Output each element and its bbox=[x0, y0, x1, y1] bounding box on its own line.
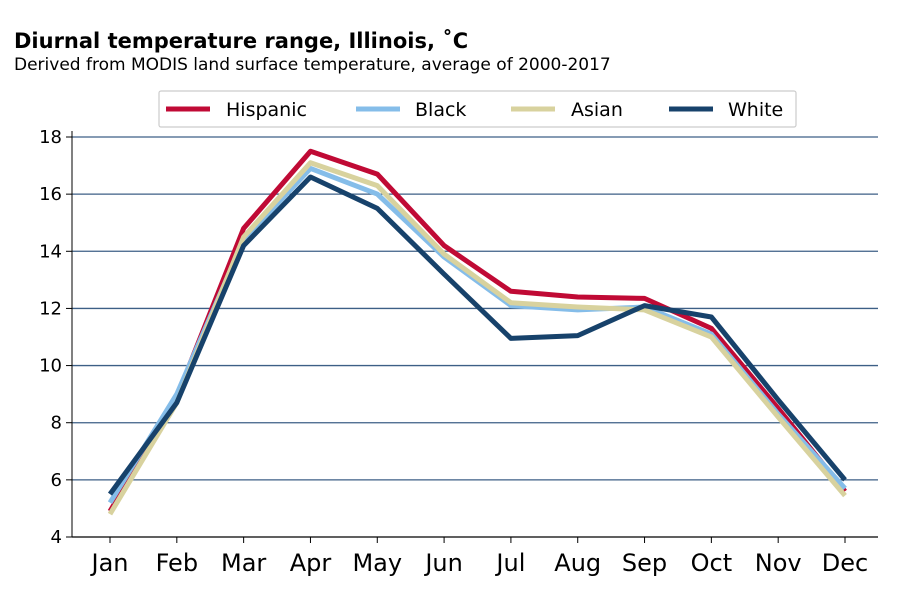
y-tick-label: 12 bbox=[39, 298, 62, 319]
legend-label-hispanic: Hispanic bbox=[226, 99, 307, 121]
x-tick-label: Feb bbox=[156, 549, 199, 577]
y-tick-label: 16 bbox=[39, 184, 62, 205]
x-tick-label: May bbox=[352, 549, 402, 577]
legend-label-black: Black bbox=[415, 99, 466, 121]
x-tick-label: Jan bbox=[90, 549, 129, 577]
chart-title: Diurnal temperature range, Illinois, ˚C bbox=[14, 29, 469, 53]
y-tick-label: 14 bbox=[39, 241, 62, 262]
legend-box bbox=[158, 90, 797, 128]
y-tick-label: 18 bbox=[39, 127, 62, 148]
y-tick-label: 6 bbox=[51, 470, 62, 491]
x-tick-label: Apr bbox=[290, 549, 332, 577]
x-tick-label: Sep bbox=[622, 549, 667, 577]
legend-label-asian: Asian bbox=[571, 99, 623, 121]
series-line-hispanic bbox=[107, 148, 847, 513]
x-tick-label: Jun bbox=[423, 549, 463, 577]
x-tick-label: Nov bbox=[755, 549, 802, 577]
gridlines bbox=[72, 136, 878, 481]
x-tick-label: Dec bbox=[822, 549, 868, 577]
y-tick-label: 4 bbox=[51, 527, 62, 548]
x-tick-label: Jul bbox=[494, 549, 525, 577]
series-line-white bbox=[107, 174, 847, 496]
x-tick-label: Oct bbox=[691, 549, 733, 577]
series-lines bbox=[107, 148, 847, 516]
series-line-black bbox=[107, 165, 847, 505]
y-tick-label: 10 bbox=[39, 356, 62, 377]
y-tick-label: 8 bbox=[51, 413, 62, 434]
x-tick-label: Aug bbox=[554, 549, 601, 577]
x-tick-label: Mar bbox=[221, 549, 266, 577]
chart-subtitle: Derived from MODIS land surface temperat… bbox=[14, 55, 611, 75]
series-line-asian bbox=[107, 160, 847, 516]
legend: Hispanic Black Asian White bbox=[158, 90, 797, 128]
x-axis: Jan Feb Mar Apr May Jun Jul Aug Sep Oct Nov Dec bbox=[72, 536, 878, 577]
y-axis: 4 6 8 10 12 14 16 18 bbox=[39, 127, 73, 548]
legend-label-white: White bbox=[728, 99, 783, 121]
